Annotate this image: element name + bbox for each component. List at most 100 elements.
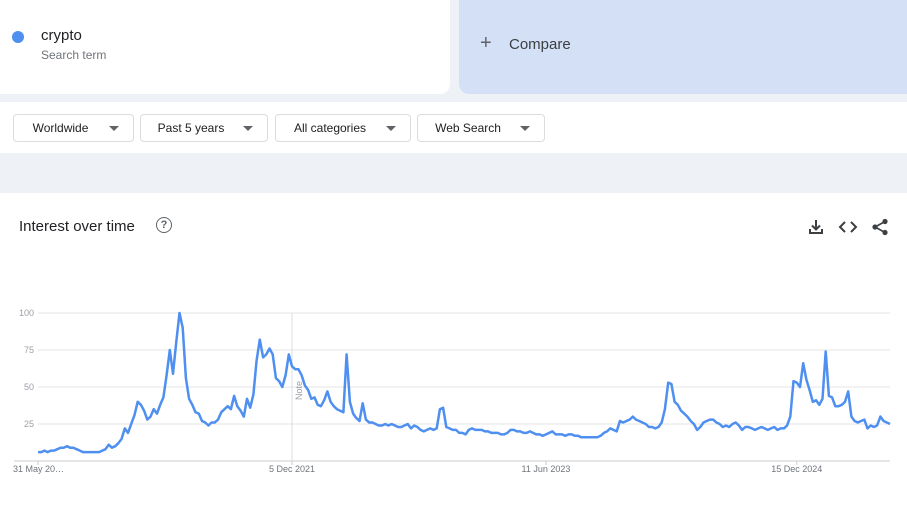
data-point <box>259 339 261 341</box>
data-point <box>117 442 119 444</box>
search-type-filter[interactable]: Web Search <box>417 114 545 142</box>
data-point <box>198 413 200 415</box>
data-point <box>860 420 862 422</box>
data-point <box>404 425 406 427</box>
data-point <box>584 436 586 438</box>
data-point <box>661 422 663 424</box>
y-tick-label: 50 <box>24 382 34 392</box>
data-point <box>445 426 447 428</box>
search-term-name[interactable]: crypto <box>41 27 82 44</box>
data-point <box>346 353 348 355</box>
data-point <box>561 433 563 435</box>
data-point <box>195 411 197 413</box>
data-point <box>670 383 672 385</box>
data-point <box>693 423 695 425</box>
data-point <box>574 435 576 437</box>
data-point <box>648 426 650 428</box>
data-point <box>439 408 441 410</box>
data-point <box>609 427 611 429</box>
data-point <box>777 429 779 431</box>
data-point <box>667 382 669 384</box>
data-point <box>850 416 852 418</box>
data-point <box>429 427 431 429</box>
data-point <box>757 427 759 429</box>
data-point <box>452 429 454 431</box>
data-point <box>879 416 881 418</box>
data-point <box>883 420 885 422</box>
data-point <box>60 447 62 449</box>
data-point <box>863 419 865 421</box>
search-type-filter-label: Web Search <box>435 121 501 135</box>
time-range-filter[interactable]: Past 5 years <box>140 114 268 142</box>
data-point <box>285 374 287 376</box>
data-point <box>98 451 100 453</box>
interest-line-chart: 25 50 75 100 Note 31 May 20… 5 Dec 2021 11 Jun … <box>13 308 891 474</box>
y-tick-label: 75 <box>24 345 34 355</box>
data-point <box>487 430 489 432</box>
data-point <box>857 422 859 424</box>
data-point <box>568 433 570 435</box>
y-tick-label: 25 <box>24 419 34 429</box>
data-point <box>712 419 714 421</box>
series-line <box>38 311 891 454</box>
data-point <box>613 429 615 431</box>
data-point <box>114 445 116 447</box>
download-icon[interactable] <box>806 217 826 237</box>
data-point <box>323 399 325 401</box>
data-point <box>387 425 389 427</box>
data-point <box>513 429 515 431</box>
data-point <box>249 407 251 409</box>
data-point <box>207 425 209 427</box>
data-point <box>220 411 222 413</box>
data-point <box>355 417 357 419</box>
data-point <box>82 451 84 453</box>
data-point <box>416 426 418 428</box>
data-point <box>834 405 836 407</box>
data-point <box>870 425 872 427</box>
data-point <box>847 390 849 392</box>
data-point <box>92 451 94 453</box>
x-tick-label: 31 May 20… <box>13 464 64 474</box>
search-term-card[interactable]: crypto Search term <box>0 0 450 94</box>
data-point <box>645 423 647 425</box>
data-point <box>510 429 512 431</box>
data-point <box>291 365 293 367</box>
data-point <box>818 404 820 406</box>
share-icon[interactable] <box>870 217 890 237</box>
data-point <box>789 416 791 418</box>
data-point <box>230 408 232 410</box>
data-point <box>793 380 795 382</box>
data-point <box>738 425 740 427</box>
data-point <box>359 420 361 422</box>
data-point <box>243 416 245 418</box>
data-point <box>188 398 190 400</box>
y-tick-label: 100 <box>19 308 34 318</box>
data-point <box>831 396 833 398</box>
data-point <box>336 408 338 410</box>
embed-icon[interactable] <box>838 217 858 237</box>
data-point <box>294 368 296 370</box>
data-point <box>686 416 688 418</box>
data-point <box>330 401 332 403</box>
data-point <box>269 348 271 350</box>
data-point <box>56 448 58 450</box>
compare-button[interactable]: + Compare <box>459 0 907 94</box>
category-filter[interactable]: All categories <box>275 114 411 142</box>
data-point <box>371 422 373 424</box>
data-point <box>95 451 97 453</box>
data-point <box>153 408 155 410</box>
data-point <box>314 396 316 398</box>
data-point <box>333 405 335 407</box>
data-point <box>191 404 193 406</box>
data-point <box>886 422 888 424</box>
data-point <box>629 419 631 421</box>
data-point <box>658 426 660 428</box>
data-point <box>725 425 727 427</box>
data-point <box>433 429 435 431</box>
data-point <box>625 420 627 422</box>
data-point <box>812 401 814 403</box>
data-point <box>664 408 666 410</box>
help-icon[interactable]: ? <box>156 217 172 233</box>
data-point <box>638 420 640 422</box>
region-filter[interactable]: Worldwide <box>13 114 134 142</box>
